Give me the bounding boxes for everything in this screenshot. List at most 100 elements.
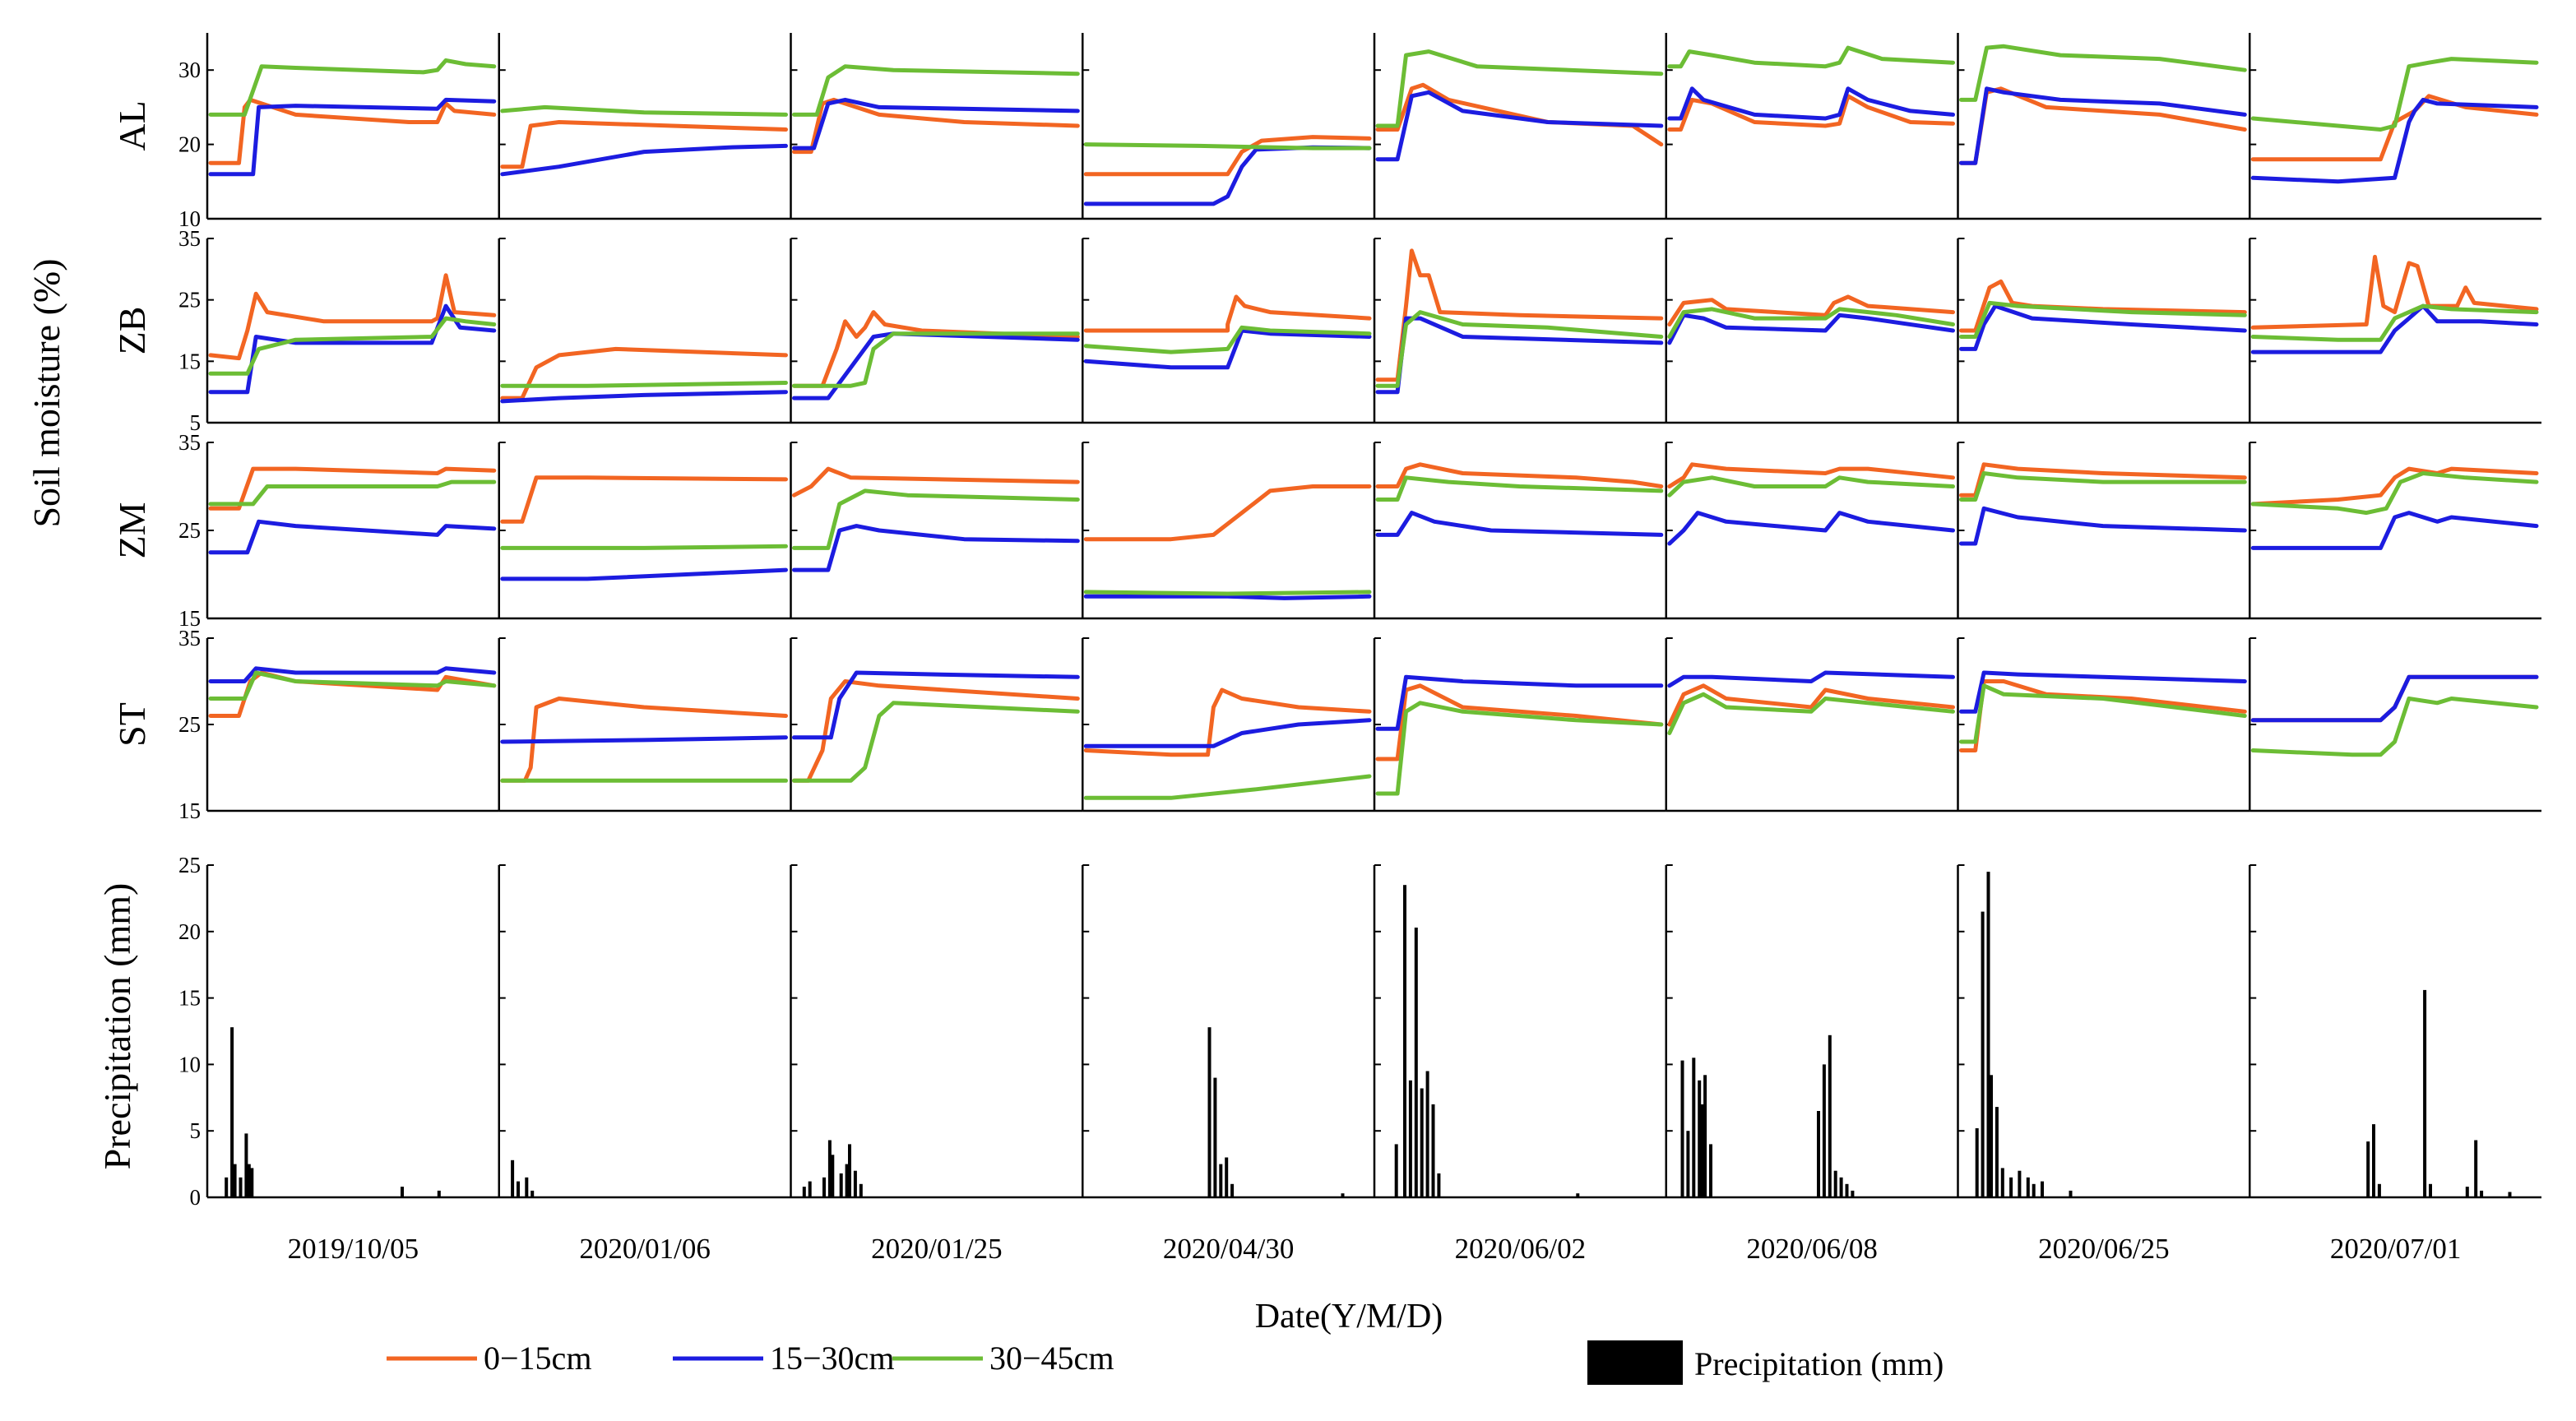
event-date-label-7: 2020/06/25: [2038, 1233, 2169, 1265]
series-zm-3-015cm: [792, 466, 1080, 498]
precip-bar-1-4: [239, 1177, 243, 1197]
series-al-1-3045cm: [208, 58, 497, 117]
series-zb-6-015cm: [1667, 294, 1955, 326]
precip-bar-6-6: [1703, 1075, 1707, 1197]
series-al-6-3045cm: [1667, 45, 1955, 69]
series-zm-1-3045cm: [208, 479, 497, 507]
series-zb-5-1530cm: [1375, 316, 1664, 395]
precip-bar-3-9: [853, 1170, 857, 1197]
series-zm-1-1530cm: [208, 519, 497, 555]
series-al-7-1530cm: [1959, 86, 2247, 165]
series-zm-4-3045cm: [1083, 590, 1372, 596]
series-al-2-3045cm: [500, 104, 788, 117]
series-zb-5-3045cm: [1375, 310, 1664, 388]
precip-bar-6-5: [1700, 1104, 1704, 1197]
y-axis-title: Soil moisture (%): [25, 258, 67, 527]
precip-bar-8-3: [2377, 1183, 2381, 1197]
series-zm-8-1530cm: [2250, 511, 2539, 550]
series-al-2-1530cm: [500, 143, 788, 177]
series-zm-1-015cm: [208, 466, 497, 511]
precip-bar-6-12: [1839, 1177, 1843, 1197]
precip-bar-1-3: [233, 1164, 237, 1197]
series-st-7-015cm: [1959, 679, 2247, 752]
series-st-3-3045cm: [792, 701, 1080, 783]
series-al-3-3045cm: [792, 64, 1080, 117]
precip-bar-6-3: [1692, 1058, 1696, 1197]
series-zm-2-1530cm: [500, 567, 788, 581]
series-al-8-1530cm: [2250, 97, 2539, 184]
precip-bar-4-5: [1230, 1183, 1235, 1197]
series-st-5-1530cm: [1375, 674, 1664, 731]
y-tick-label: 35: [178, 626, 201, 650]
precip-bar-5-2: [1403, 885, 1406, 1197]
series-zm-7-1530cm: [1959, 506, 2247, 546]
y-tick-label: 25: [178, 518, 201, 543]
precip-bar-1-7: [250, 1168, 254, 1197]
legend-label-1: 0−15cm: [484, 1340, 591, 1377]
legend-label-2: 15−30cm: [770, 1340, 894, 1377]
precip-bar-5-1: [1394, 1144, 1398, 1197]
precip-bar-3-6: [839, 1173, 843, 1197]
y-tick-label: 15: [178, 349, 201, 373]
precip-bar-3-1: [802, 1187, 806, 1197]
series-zb-6-3045cm: [1667, 307, 1955, 339]
series-zb-3-015cm: [792, 310, 1080, 388]
series-al-2-015cm: [500, 120, 788, 169]
precip-bar-3-5: [831, 1155, 835, 1197]
precip-bar-6-11: [1833, 1170, 1837, 1197]
precip-bar-1-1: [225, 1177, 229, 1197]
precip-bar-3-4: [827, 1140, 832, 1197]
precip-bar-1-6: [247, 1164, 251, 1197]
x-axis-title: Date(Y/M/D): [1255, 1298, 1443, 1335]
series-zb-4-015cm: [1083, 294, 1372, 333]
series-st-6-015cm: [1667, 683, 1955, 727]
series-st-8-3045cm: [2250, 697, 2539, 757]
series-al-6-015cm: [1667, 94, 1955, 132]
series-zb-1-1530cm: [208, 303, 497, 395]
precip-bar-2-3: [525, 1177, 529, 1197]
precip-bar-7-6: [2000, 1168, 2004, 1197]
precip-bar-1-2: [230, 1027, 234, 1197]
precip-bar-1-5: [244, 1133, 248, 1197]
precip-bar-5-6: [1425, 1071, 1429, 1197]
event-date-label-1: 2019/10/05: [288, 1233, 419, 1265]
series-zb-8-3045cm: [2250, 303, 2539, 342]
precip-bar-8-7: [2474, 1140, 2478, 1197]
series-al-8-3045cm: [2250, 57, 2539, 132]
series-zb-3-3045cm: [792, 331, 1080, 388]
series-zm-2-3045cm: [500, 544, 788, 550]
series-st-4-015cm: [1083, 687, 1372, 757]
y-tick-label: 25: [178, 712, 201, 737]
precip-bar-6-8: [1817, 1111, 1820, 1197]
series-st-5-3045cm: [1375, 701, 1664, 796]
event-date-label-2: 2020/01/06: [579, 1233, 710, 1265]
precip-bar-7-5: [1995, 1107, 1999, 1197]
precip-bar-6-7: [1709, 1144, 1712, 1197]
precip-bar-5-3: [1408, 1080, 1412, 1197]
series-st-3-1530cm: [792, 670, 1080, 740]
series-zm-3-3045cm: [792, 488, 1080, 550]
precip-bar-3-3: [822, 1177, 826, 1197]
event-date-label-6: 2020/06/08: [1746, 1233, 1877, 1265]
series-zb-1-3045cm: [208, 316, 497, 376]
series-zm-7-015cm: [1959, 462, 2247, 498]
y-tick-label: 35: [178, 226, 201, 251]
precip-tick-label: 0: [190, 1185, 202, 1210]
precip-bar-7-9: [2026, 1177, 2030, 1197]
series-al-4-015cm: [1083, 135, 1372, 177]
precip-bar-7-4: [1990, 1075, 1993, 1197]
precip-bar-8-9: [2508, 1192, 2512, 1197]
series-st-7-3045cm: [1959, 683, 2247, 744]
precip-bar-3-8: [848, 1144, 851, 1197]
series-st-5-015cm: [1375, 683, 1664, 761]
series-al-1-015cm: [208, 97, 497, 165]
y-tick-label: 15: [178, 606, 201, 631]
event-date-label-8: 2020/07/01: [2330, 1233, 2461, 1265]
precip-bar-6-4: [1698, 1080, 1702, 1197]
precip-bar-2-2: [517, 1181, 520, 1197]
series-st-8-1530cm: [2250, 674, 2539, 723]
series-st-1-3045cm: [208, 670, 497, 701]
precip-bar-4-3: [1219, 1164, 1223, 1197]
precip-tick-label: 15: [178, 986, 201, 1011]
